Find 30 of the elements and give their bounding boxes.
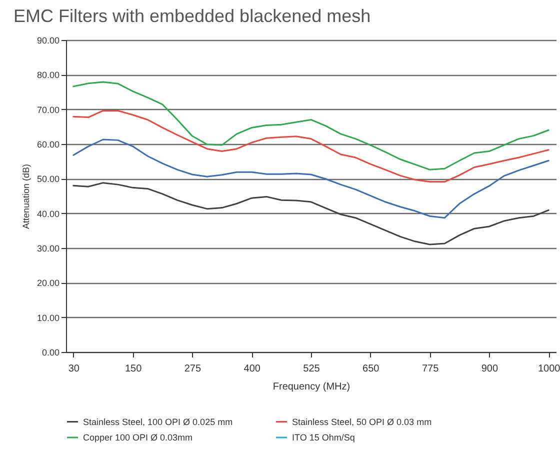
x-tick-label: 30 [68,364,80,374]
line-series [72,138,550,219]
line-series [72,81,550,170]
y-axis-title: Attenuation (dB) [20,164,31,230]
y-tick-label: 0.00 [42,348,60,358]
legend-label: ITO 15 Ohm/Sq [292,432,355,442]
y-tick-label: 10.00 [36,312,60,323]
y-tick-label: 20.00 [36,278,60,288]
legend-label: Stainless Steel, 50 OPI Ø 0.03 mm [292,416,432,427]
y-tick-label: 70.00 [36,104,60,115]
x-tick-label: 150 [124,364,142,374]
x-tick-label: 275 [184,364,202,374]
y-tick-label: 80.00 [36,70,60,80]
x-tick-label: 900 [481,364,498,374]
x-tick-label: 400 [244,364,261,374]
y-tick-label: 90.00 [36,36,60,46]
x-tick-label: 525 [303,364,320,374]
y-tick-label: 60.00 [36,140,60,150]
y-tick-label: 40.00 [36,208,60,219]
legend-label: Copper 100 OPI Ø 0.03mm [83,432,193,442]
chart-title: EMC Filters with embedded blackened mesh [13,6,371,26]
line-series [72,110,550,183]
x-tick-label: 1000 [538,364,560,374]
legend-label: Stainless Steel, 100 OPI Ø 0.025 mm [83,416,233,427]
x-tick-label: 650 [362,364,380,374]
x-axis-title: Frequency (MHz) [272,382,350,392]
y-tick-label: 50.00 [36,174,60,184]
line-series [72,182,550,246]
y-tick-label: 30.00 [36,244,60,254]
x-tick-label: 775 [422,364,440,374]
